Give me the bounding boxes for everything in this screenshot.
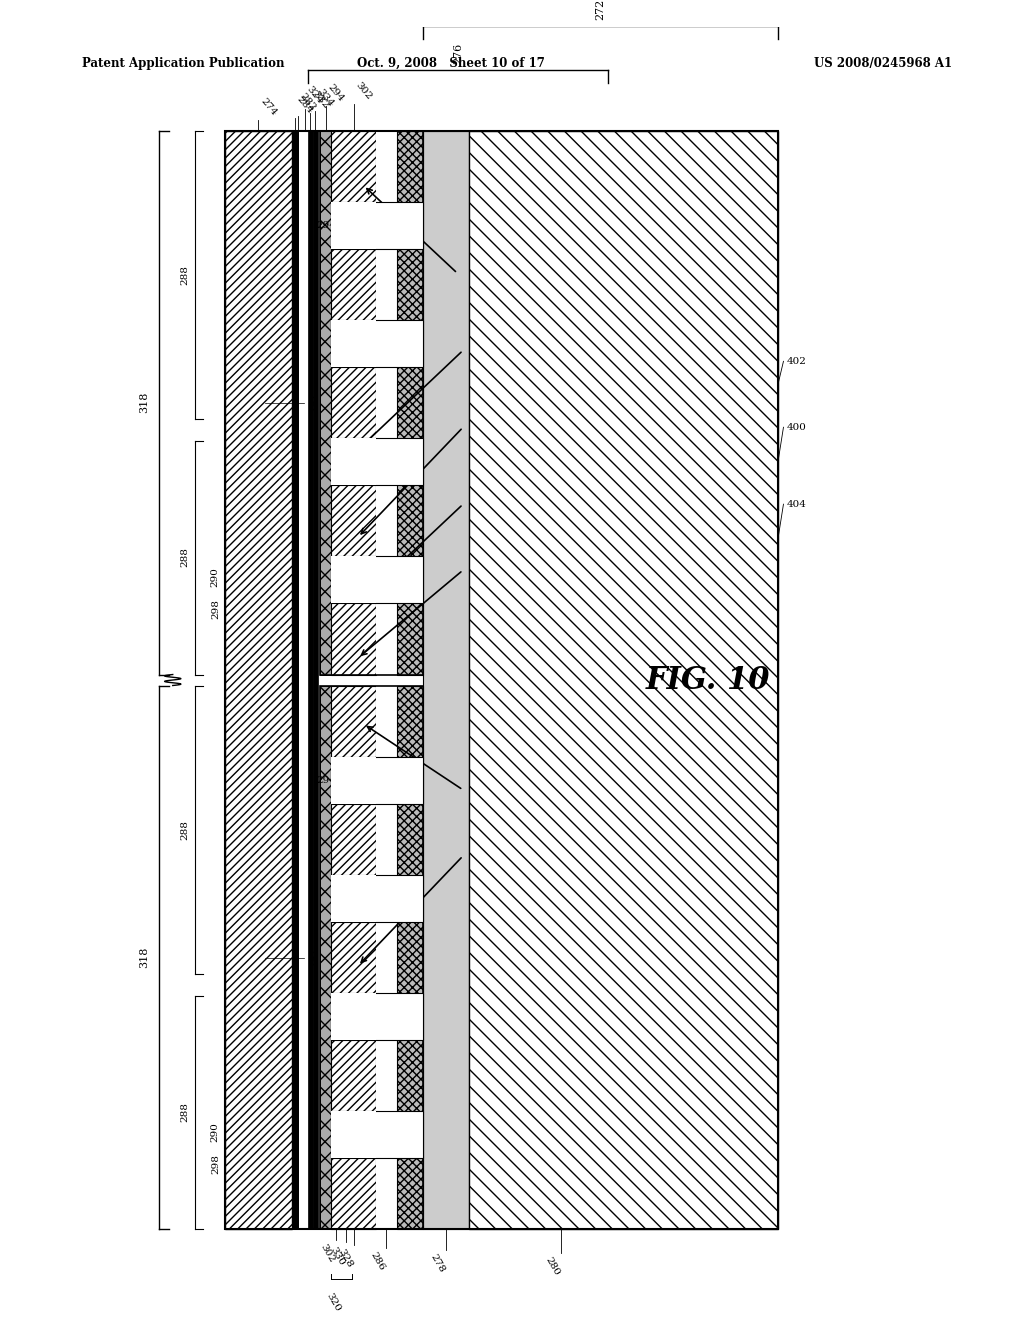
Text: 294: 294 <box>316 220 336 230</box>
Text: 290: 290 <box>211 1122 220 1142</box>
Bar <box>332 557 376 603</box>
Text: 274: 274 <box>258 96 279 117</box>
Bar <box>332 758 376 804</box>
Bar <box>321 685 332 1229</box>
Bar <box>332 557 423 603</box>
Bar <box>332 1111 376 1158</box>
Bar <box>423 131 469 1229</box>
Bar <box>332 875 376 921</box>
Bar <box>376 131 396 675</box>
Bar <box>299 131 307 1229</box>
Bar <box>292 131 299 1229</box>
Text: 278: 278 <box>428 1253 445 1275</box>
Text: 276: 276 <box>453 42 463 63</box>
Text: 330: 330 <box>328 1245 346 1267</box>
Text: 294: 294 <box>326 83 345 104</box>
Text: 322: 322 <box>344 220 364 230</box>
Text: 402: 402 <box>786 356 807 366</box>
Bar <box>321 131 332 675</box>
Bar <box>332 1111 423 1158</box>
Text: 290: 290 <box>211 566 220 586</box>
Text: 294: 294 <box>316 776 336 785</box>
Text: 332: 332 <box>310 90 330 111</box>
Bar <box>396 131 423 675</box>
Text: 302: 302 <box>353 81 373 102</box>
Text: 292: 292 <box>309 948 318 968</box>
Bar <box>332 758 423 804</box>
Bar <box>332 685 376 1229</box>
Bar <box>321 685 423 1229</box>
Text: 404: 404 <box>786 500 807 508</box>
Text: 298: 298 <box>211 599 220 619</box>
Bar <box>332 321 376 367</box>
Text: 288: 288 <box>180 820 189 840</box>
Bar <box>332 321 423 367</box>
Bar <box>313 131 317 1229</box>
Text: US 2008/0245968 A1: US 2008/0245968 A1 <box>814 57 952 70</box>
Bar <box>332 438 376 484</box>
Bar <box>307 131 313 1229</box>
Text: 318: 318 <box>139 392 150 413</box>
Text: 288: 288 <box>180 548 189 568</box>
Text: 328: 328 <box>337 1247 354 1270</box>
Text: 400: 400 <box>786 422 807 432</box>
Bar <box>332 994 376 1040</box>
Text: 292: 292 <box>309 392 318 412</box>
Text: 326: 326 <box>400 1122 420 1131</box>
Text: 318: 318 <box>139 946 150 968</box>
Text: 334: 334 <box>315 87 335 108</box>
Text: 286: 286 <box>369 1250 386 1272</box>
Text: 324: 324 <box>305 84 325 106</box>
Text: 288: 288 <box>180 265 189 285</box>
Bar <box>332 438 423 484</box>
Text: 320: 320 <box>325 1292 342 1313</box>
Text: 288: 288 <box>180 1102 189 1122</box>
Bar <box>225 131 292 1229</box>
Text: Oct. 9, 2008   Sheet 10 of 17: Oct. 9, 2008 Sheet 10 of 17 <box>356 57 545 70</box>
Text: 298: 298 <box>211 1154 220 1175</box>
Text: 272: 272 <box>596 0 606 20</box>
Bar <box>396 685 423 1229</box>
Bar <box>332 875 423 921</box>
Bar <box>321 131 423 675</box>
Bar <box>469 131 778 1229</box>
Text: Patent Application Publication: Patent Application Publication <box>82 57 285 70</box>
Text: 322: 322 <box>344 776 364 785</box>
Text: 280: 280 <box>544 1255 561 1276</box>
Bar <box>332 202 376 248</box>
Text: 282: 282 <box>298 92 317 114</box>
Text: 302: 302 <box>318 1242 336 1265</box>
Bar <box>332 131 376 675</box>
Bar <box>332 994 423 1040</box>
Bar <box>376 685 396 1229</box>
Text: FIG. 10: FIG. 10 <box>645 664 770 696</box>
Text: 326: 326 <box>400 566 420 576</box>
Bar <box>332 202 423 248</box>
Text: 284: 284 <box>295 94 315 115</box>
Bar <box>225 131 778 1229</box>
